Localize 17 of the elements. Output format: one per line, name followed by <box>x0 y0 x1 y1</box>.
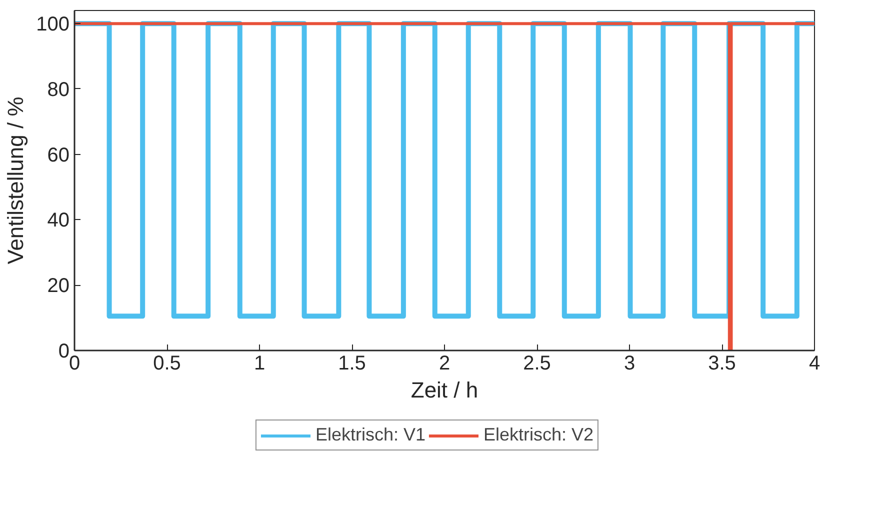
x-tick-label: 0.5 <box>153 352 181 374</box>
x-tick-label: 2.5 <box>523 352 551 374</box>
y-tick-label: 80 <box>47 78 70 101</box>
y-tick-label: 100 <box>36 14 70 36</box>
x-axis-title: Zeit / h <box>410 378 478 402</box>
x-tick-label: 1.5 <box>338 352 366 374</box>
legend-label: Elektrisch: V1 <box>315 424 426 446</box>
x-tick-label: 4 <box>808 352 820 374</box>
x-tick-label: 2 <box>438 352 450 374</box>
y-tick-label: 40 <box>47 210 70 232</box>
x-tick-label: 1 <box>254 352 266 374</box>
legend-label: Elektrisch: V2 <box>484 424 594 446</box>
x-tick-label: 3 <box>624 352 636 374</box>
y-tick-label: 20 <box>47 275 70 298</box>
x-tick-label: 3.5 <box>708 352 736 374</box>
y-axis-title: Ventilstellung / % <box>3 96 28 264</box>
y-tick-label: 60 <box>47 144 70 166</box>
